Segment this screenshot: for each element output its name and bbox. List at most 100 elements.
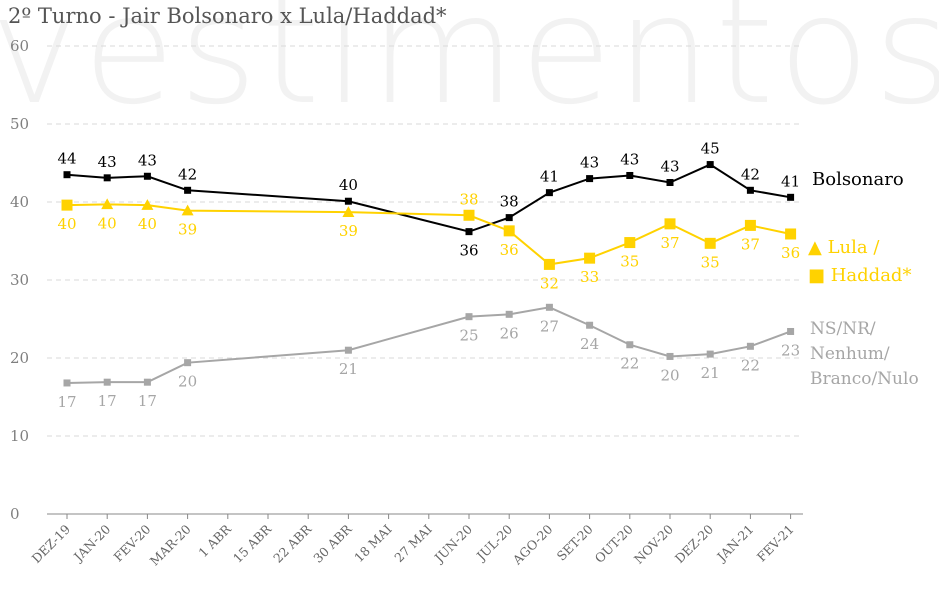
x-tick-label-4: 1 ABR: [195, 521, 234, 560]
point-bolsonaro-11: [505, 214, 513, 222]
point-ns_nr-1: [103, 378, 111, 386]
y-tick-label-60: 60: [10, 37, 29, 55]
data-label-lula_haddad-14: 35: [620, 253, 639, 271]
data-label-ns_nr-0: 17: [57, 393, 76, 411]
x-tick-label-13: SET-20: [554, 521, 596, 563]
x-tick-label-16: DEZ-20: [672, 521, 717, 566]
point-ns_nr-3: [184, 359, 192, 367]
point-bolsonaro-13: [586, 175, 594, 183]
legend-ns-line-1: Nenhum/: [810, 344, 890, 364]
point-ns_nr-17: [746, 342, 754, 350]
data-label-ns_nr-12: 27: [540, 317, 559, 335]
point-ns_nr-14: [626, 341, 634, 349]
point-bolsonaro-0: [63, 171, 71, 179]
data-label-lula_haddad-16: 35: [701, 253, 720, 271]
x-tick-label-9: 27 MAI: [391, 521, 435, 565]
data-label-lula_haddad-0: 40: [57, 215, 76, 233]
data-label-bolsonaro-17: 42: [741, 165, 760, 183]
data-label-bolsonaro-10: 36: [459, 242, 478, 260]
data-label-ns_nr-15: 20: [660, 366, 679, 384]
x-tick-label-12: AGO-20: [509, 521, 556, 568]
data-label-ns_nr-2: 17: [138, 392, 157, 410]
point-bolsonaro-18: [787, 193, 795, 201]
point-ns_nr-11: [505, 310, 513, 318]
y-tick-label-0: 0: [10, 505, 20, 523]
x-tick-label-7: 30 ABR: [310, 521, 355, 566]
point-bolsonaro-7: [344, 197, 352, 205]
x-tick-label-6: 22 ABR: [270, 521, 315, 566]
data-label-bolsonaro-7: 40: [339, 176, 358, 194]
legend-bolsonaro: Bolsonaro: [812, 169, 904, 190]
data-label-bolsonaro-11: 38: [500, 193, 519, 211]
data-label-bolsonaro-2: 43: [138, 151, 157, 169]
point-ns_nr-10: [465, 313, 473, 321]
y-tick-label-30: 30: [10, 271, 29, 289]
data-label-ns_nr-13: 24: [580, 335, 599, 353]
point-ns_nr-13: [586, 321, 594, 329]
data-label-ns_nr-11: 26: [500, 324, 519, 342]
point-bolsonaro-3: [184, 186, 192, 194]
point-lula_haddad-11: [503, 225, 515, 237]
data-label-ns_nr-10: 25: [459, 327, 478, 345]
x-tick-label-1: JAN-20: [69, 521, 113, 565]
point-lula_haddad-16: [704, 237, 716, 249]
point-lula_haddad-18: [785, 228, 797, 240]
chart-title: 2º Turno - Jair Bolsonaro x Lula/Haddad*: [8, 4, 447, 28]
point-lula_haddad-10: [463, 209, 475, 221]
point-lula_haddad-3: [181, 204, 194, 216]
x-tick-label-14: OUT-20: [592, 521, 636, 565]
point-lula_haddad-0: [61, 199, 73, 211]
point-ns_nr-12: [545, 303, 553, 311]
point-ns_nr-0: [63, 379, 71, 387]
data-label-lula_haddad-15: 37: [660, 234, 679, 252]
y-tick-label-10: 10: [10, 427, 29, 445]
legend-ns-line-2: Branco/Nulo: [810, 369, 919, 389]
data-label-lula_haddad-11: 36: [500, 241, 519, 259]
data-label-bolsonaro-13: 43: [580, 154, 599, 172]
data-label-lula_haddad-13: 33: [580, 268, 599, 286]
point-bolsonaro-16: [706, 161, 714, 169]
data-label-lula_haddad-3: 39: [178, 221, 197, 239]
x-tick-label-8: 18 MAI: [351, 521, 395, 565]
point-bolsonaro-10: [465, 228, 473, 236]
data-label-ns_nr-16: 21: [701, 364, 720, 382]
point-lula_haddad-13: [584, 252, 596, 264]
series-line-lula_haddad: [66, 203, 791, 266]
point-bolsonaro-12: [545, 189, 553, 197]
data-label-bolsonaro-15: 43: [660, 158, 679, 176]
y-tick-label-20: 20: [10, 349, 29, 367]
point-bolsonaro-15: [666, 179, 674, 186]
data-label-lula_haddad-18: 36: [781, 244, 800, 262]
data-label-bolsonaro-16: 45: [701, 140, 720, 158]
point-ns_nr-18: [787, 327, 795, 335]
data-label-ns_nr-3: 20: [178, 373, 197, 391]
watermark-text: vestimentos: [0, 0, 939, 138]
point-ns_nr-15: [666, 352, 674, 360]
point-bolsonaro-17: [746, 186, 754, 194]
point-lula_haddad-7: [342, 206, 355, 217]
x-tick-label-18: FEV-21: [754, 522, 797, 565]
data-label-bolsonaro-0: 44: [57, 150, 76, 168]
point-lula_haddad-2: [141, 199, 154, 210]
x-tick-label-11: JUL-20: [472, 521, 515, 564]
legend-lula: ▲ Lula /: [808, 237, 880, 258]
data-label-bolsonaro-12: 41: [540, 168, 559, 186]
data-label-ns_nr-1: 17: [98, 392, 117, 410]
data-label-lula_haddad-7: 39: [339, 222, 358, 240]
data-label-ns_nr-7: 21: [339, 360, 358, 378]
data-label-lula_haddad-2: 40: [138, 215, 157, 233]
x-tick-label-15: NOV-20: [631, 521, 676, 566]
data-label-bolsonaro-14: 43: [620, 150, 639, 168]
data-label-bolsonaro-3: 42: [178, 165, 197, 183]
data-label-ns_nr-14: 22: [620, 355, 639, 373]
point-ns_nr-7: [344, 346, 352, 354]
series-line-ns_nr: [66, 306, 791, 384]
series-line-bolsonaro: [66, 163, 791, 233]
data-label-lula_haddad-17: 37: [741, 235, 760, 253]
point-lula_haddad-17: [744, 219, 756, 231]
data-label-bolsonaro-18: 41: [781, 172, 800, 190]
point-bolsonaro-1: [103, 174, 111, 182]
data-label-lula_haddad-10: 38: [459, 190, 478, 208]
point-bolsonaro-2: [143, 172, 151, 180]
